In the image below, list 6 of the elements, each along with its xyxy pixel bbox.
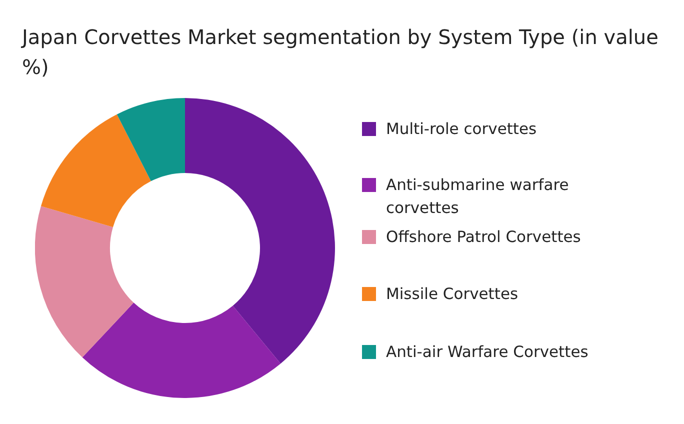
legend-label: Anti-submarine warfare corvettes bbox=[386, 175, 570, 219]
chart-title: Japan Corvettes Market segmentation by System Type (in value %) bbox=[22, 24, 660, 81]
legend-label: Anti-air Warfare Corvettes bbox=[386, 342, 588, 363]
legend-label: Multi-role corvettes bbox=[386, 119, 537, 140]
legend-label: Offshore Patrol Corvettes bbox=[386, 227, 581, 248]
legend-label: Missile Corvettes bbox=[386, 284, 518, 305]
